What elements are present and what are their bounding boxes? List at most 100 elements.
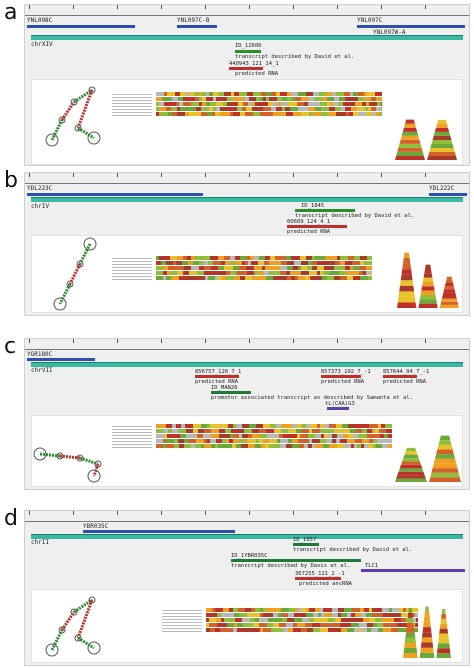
logo-band <box>439 628 449 634</box>
ruler-tick <box>117 339 118 343</box>
sequence-alignment <box>112 424 392 450</box>
coordinate-ruler <box>25 339 469 350</box>
gene-bar[interactable] <box>27 358 95 361</box>
alignment-row <box>206 623 418 627</box>
gene-label[interactable]: YGR180C <box>27 351 53 358</box>
ruler-tick <box>29 511 30 515</box>
feature-bar[interactable] <box>293 543 319 546</box>
logo-graphic <box>397 252 459 308</box>
logo-graphic <box>395 119 457 160</box>
logo-band <box>439 435 451 441</box>
gene-label[interactable]: TLC1 <box>365 563 379 569</box>
logo-band <box>396 475 426 479</box>
gene-bar[interactable] <box>361 569 465 572</box>
gene-bar[interactable] <box>429 193 467 196</box>
gene-bar[interactable] <box>177 25 217 28</box>
gene-bar[interactable] <box>357 25 465 28</box>
feature-id[interactable]: 440943_121_14_1 <box>229 61 279 67</box>
gene-bar[interactable] <box>27 193 203 196</box>
feature-bar[interactable] <box>231 559 361 562</box>
alignment-row <box>206 628 418 632</box>
feature-bar[interactable] <box>295 577 341 580</box>
ruler-tick <box>161 5 162 9</box>
logo-band <box>422 627 432 633</box>
logo-band <box>400 274 413 281</box>
feature-bar[interactable] <box>229 67 263 70</box>
feature-id[interactable]: 857644_94_7_-1 <box>383 369 430 375</box>
feature-id[interactable]: ID_1957 <box>293 537 317 543</box>
logo-graphic <box>403 606 451 658</box>
ruler-tick <box>293 339 294 343</box>
feature-id[interactable]: 367255_121_2_-1 <box>295 571 345 577</box>
chromosome-track <box>31 197 463 202</box>
conservation-logo <box>392 84 462 160</box>
ruler-tick <box>381 173 382 177</box>
logo-graphic <box>395 435 461 482</box>
gene-bar[interactable] <box>83 530 235 533</box>
logo-band <box>423 616 431 622</box>
logo-band <box>443 289 456 293</box>
feature-id[interactable]: 857373_102_7_-1 <box>321 369 371 375</box>
feature-bar[interactable] <box>195 375 239 378</box>
logo-band <box>399 139 421 144</box>
feature-desc: transcript described by David et al. <box>293 547 413 553</box>
feature-bar[interactable] <box>295 209 355 212</box>
gene-label[interactable]: YDL223C <box>27 185 53 192</box>
alignment-names <box>162 608 202 634</box>
feature-bar[interactable] <box>287 225 347 228</box>
rna-structure <box>32 416 112 486</box>
logo-band <box>404 642 417 648</box>
coordinate-ruler <box>25 5 469 16</box>
detail-area <box>31 415 463 487</box>
logo-band <box>419 294 437 300</box>
alignment-names <box>112 92 152 118</box>
feature-id[interactable]: ID_MAN20 <box>211 385 238 391</box>
feature-bar[interactable] <box>321 375 361 378</box>
structure-graphic <box>45 596 101 657</box>
logo-band <box>439 623 448 629</box>
panel-c-letter: c <box>4 334 17 359</box>
feature-desc: predicted RNA <box>383 379 427 385</box>
panel-b: YDL223C YDL222C chrIV ID_1845 transcript… <box>24 172 470 316</box>
logo-band <box>408 607 413 613</box>
logo-band <box>401 131 419 136</box>
chromosome-label: chrVII <box>31 367 53 374</box>
logo-band <box>405 119 415 124</box>
logo-band <box>418 303 438 308</box>
logo-band <box>403 252 410 259</box>
gene-label[interactable]: YBR035C <box>83 523 109 530</box>
feature-bar[interactable] <box>211 391 251 394</box>
feature-id[interactable]: ID_1845 <box>301 203 325 209</box>
gene-label[interactable]: YDL222C <box>429 185 455 192</box>
gene-label[interactable]: YNL098C <box>27 17 53 24</box>
logo-band <box>399 464 423 469</box>
panel-d: YBR035C chrII ID_1957 transcript describ… <box>24 510 470 666</box>
gene-bar[interactable] <box>27 25 135 28</box>
alignment-row <box>156 102 382 106</box>
logo-band <box>429 477 461 482</box>
logo-band <box>430 472 460 478</box>
feature-id[interactable]: ID_12600 <box>235 43 262 49</box>
logo-band <box>424 268 432 274</box>
feature-id[interactable]: 60609_124_4_1 <box>287 219 331 225</box>
rna-structure <box>32 590 112 662</box>
feature-bar[interactable] <box>327 407 349 410</box>
ruler-tick <box>29 5 30 9</box>
gene-label[interactable]: YNL097C-B <box>177 17 210 24</box>
logo-band <box>428 151 456 156</box>
ruler-tick <box>117 5 118 9</box>
alignment-row <box>156 261 372 265</box>
logo-band <box>440 301 459 305</box>
gene-label[interactable]: YNL097W-A <box>373 29 406 36</box>
logo-band <box>441 298 458 302</box>
feature-bar[interactable] <box>383 375 417 378</box>
feature-id[interactable]: 856757_120_7_1 <box>195 369 242 375</box>
logo-band <box>419 299 437 304</box>
chromosome-track <box>31 362 463 367</box>
gene-label[interactable]: YNL097C <box>357 17 383 24</box>
feature-id[interactable]: tL(CAA)G3 <box>325 401 355 407</box>
ruler-tick <box>249 173 250 177</box>
logo-band <box>402 258 411 264</box>
feature-bar[interactable] <box>235 50 261 53</box>
feature-id[interactable]: ID_1YBR035C <box>231 553 268 559</box>
